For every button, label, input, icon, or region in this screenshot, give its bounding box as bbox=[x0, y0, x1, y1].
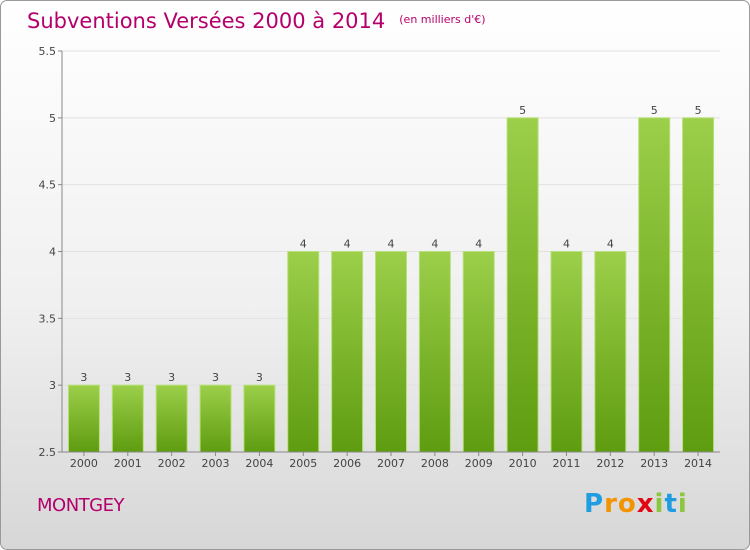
bar-2001 bbox=[111, 384, 144, 453]
x-tick-label-2000: 2000 bbox=[70, 457, 98, 470]
chart-title: Subventions Versées 2000 à 2014 bbox=[27, 9, 386, 33]
logo-letter: t bbox=[664, 489, 678, 519]
data-label-2006: 4 bbox=[344, 238, 351, 251]
data-label-2013: 5 bbox=[651, 104, 658, 117]
x-tick-label-2002: 2002 bbox=[158, 457, 186, 470]
logo-letter: r bbox=[604, 489, 618, 519]
unit-note: (en milliers d'€) bbox=[399, 13, 486, 26]
logo-letter: i bbox=[677, 489, 688, 519]
bar-2004 bbox=[243, 384, 276, 453]
x-tick-label-2001: 2001 bbox=[114, 457, 142, 470]
bar-2014 bbox=[682, 117, 715, 453]
bar-2012 bbox=[594, 251, 627, 453]
x-tick-label-2009: 2009 bbox=[465, 457, 493, 470]
data-label-2002: 3 bbox=[168, 371, 175, 384]
logo-letter: i bbox=[654, 489, 665, 519]
bar-2003 bbox=[199, 384, 232, 453]
bar-2008 bbox=[418, 251, 451, 453]
x-tick-label-2014: 2014 bbox=[684, 457, 712, 470]
y-tick-label: 3 bbox=[49, 379, 56, 392]
y-tick-label: 5 bbox=[49, 112, 56, 125]
logo-letter: P bbox=[584, 489, 605, 519]
logo-letter: o bbox=[617, 489, 637, 519]
bar-2002 bbox=[155, 384, 188, 453]
x-tick-label-2005: 2005 bbox=[289, 457, 317, 470]
x-tick-label-2012: 2012 bbox=[596, 457, 624, 470]
bar-2000 bbox=[67, 384, 100, 453]
bar-2013 bbox=[638, 117, 671, 453]
proxiti-logo: Proxiti bbox=[584, 489, 688, 519]
labels: 2.5 3 3.5 4 4.5 5 5.5 3 2000 3 2001 3 2002 3 2003 3 2004… bbox=[39, 45, 713, 470]
commune-name: MONTGEY bbox=[37, 495, 124, 516]
data-label-2011: 4 bbox=[563, 238, 570, 251]
axes bbox=[58, 50, 720, 456]
x-tick-label-2011: 2011 bbox=[552, 457, 580, 470]
x-tick-label-2004: 2004 bbox=[245, 457, 273, 470]
x-tick-label-2008: 2008 bbox=[421, 457, 449, 470]
bar-2007 bbox=[375, 251, 407, 453]
bar-2010 bbox=[506, 117, 539, 453]
x-tick-label-2006: 2006 bbox=[333, 457, 361, 470]
data-label-2014: 5 bbox=[695, 104, 702, 117]
x-tick-label-2010: 2010 bbox=[509, 457, 537, 470]
bar-2011 bbox=[550, 251, 583, 453]
y-tick-label: 4.5 bbox=[39, 179, 57, 192]
data-label-2000: 3 bbox=[80, 371, 87, 384]
y-tick-label: 2.5 bbox=[39, 446, 57, 459]
data-label-2004: 3 bbox=[256, 371, 263, 384]
x-tick-label-2013: 2013 bbox=[640, 457, 668, 470]
y-tick-label: 4 bbox=[49, 246, 56, 259]
y-tick-label: 5.5 bbox=[39, 45, 57, 58]
bar-2005 bbox=[287, 251, 320, 453]
data-label-2005: 4 bbox=[300, 238, 307, 251]
y-tick-label: 3.5 bbox=[39, 312, 57, 325]
bars bbox=[67, 117, 715, 453]
data-label-2008: 4 bbox=[431, 238, 438, 251]
bar-2006 bbox=[331, 251, 364, 453]
data-label-2007: 4 bbox=[388, 238, 395, 251]
x-tick-label-2003: 2003 bbox=[202, 457, 230, 470]
chart-title-block: Subventions Versées 2000 à 2014 (en milli… bbox=[27, 9, 486, 33]
data-label-2012: 4 bbox=[607, 238, 614, 251]
bar-2009 bbox=[462, 251, 495, 453]
x-tick-label-2007: 2007 bbox=[377, 457, 405, 470]
logo-letter: x bbox=[636, 489, 655, 519]
data-label-2001: 3 bbox=[124, 371, 131, 384]
data-label-2003: 3 bbox=[212, 371, 219, 384]
data-label-2009: 4 bbox=[475, 238, 482, 251]
data-label-2010: 5 bbox=[519, 104, 526, 117]
